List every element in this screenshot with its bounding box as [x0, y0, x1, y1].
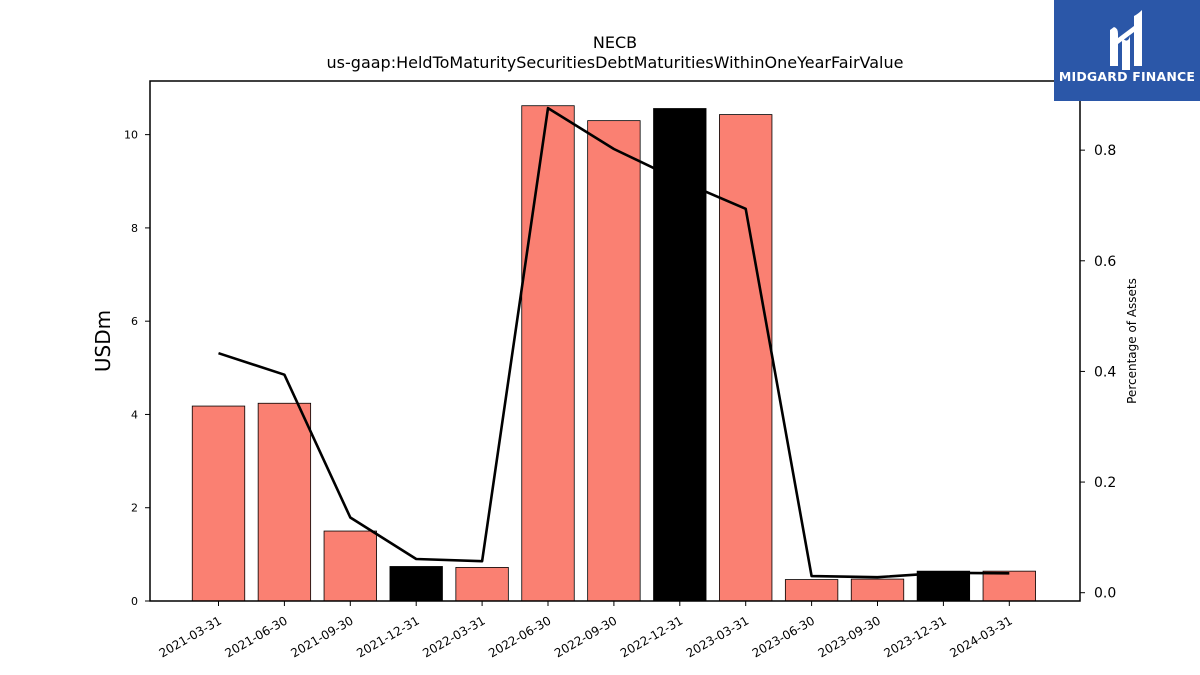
x-tick-label: 2022-09-30: [552, 613, 619, 660]
x-tick-label: 2024-03-31: [947, 613, 1014, 660]
bar: [257, 402, 312, 602]
bar: [389, 566, 443, 602]
x-tick-label: 2021-09-30: [288, 613, 355, 660]
x-tick-label: 2021-06-30: [222, 613, 289, 660]
y2-axis-ticks: 0.0 0.2 0.4 0.6 0.8: [1080, 143, 1116, 602]
bar: [587, 120, 641, 602]
brand-logo: MIDGARD FINANCE: [1054, 0, 1200, 101]
y2-tick-label: 0.4: [1094, 364, 1116, 380]
x-axis-ticks: 2021-03-312021-06-302021-09-302021-12-31…: [157, 601, 1015, 660]
bar: [982, 570, 1036, 602]
bars-group: [191, 105, 1036, 602]
line-group: [218, 106, 1010, 579]
y2-tick-label: 0.0: [1094, 586, 1116, 602]
series-line: [218, 106, 1010, 579]
y-tick-label: 4: [131, 408, 138, 421]
y-tick-label: 2: [131, 502, 138, 515]
x-tick-label: 2021-03-31: [157, 613, 224, 660]
bar: [521, 105, 575, 602]
x-tick-label: 2023-12-31: [881, 613, 948, 660]
x-tick-label: 2022-12-31: [618, 613, 685, 660]
y-tick-label: 8: [131, 222, 138, 235]
y-axis-ticks: 0 2 4 6 8 10: [124, 129, 150, 608]
y-tick-label: 6: [131, 315, 138, 328]
x-tick-label: 2023-09-30: [816, 613, 883, 660]
x-tick-label: 2022-06-30: [486, 613, 553, 660]
logo-text: MIDGARD FINANCE: [1058, 69, 1196, 84]
chart-title: NECB: [593, 33, 637, 52]
bar: [916, 570, 971, 602]
bar: [191, 405, 246, 602]
midgard-logo-icon: [1110, 10, 1142, 70]
bar: [455, 567, 509, 602]
bar: [323, 530, 377, 602]
bar: [653, 108, 707, 602]
y2-axis-label: Percentage of Assets: [1125, 278, 1139, 404]
x-tick-label: 2023-06-30: [750, 613, 817, 660]
x-tick-label: 2023-03-31: [684, 613, 751, 660]
bar: [850, 578, 905, 602]
plot-frame: [149, 80, 1081, 602]
y2-tick-label: 0.6: [1094, 254, 1116, 270]
chart-subtitle: us-gaap:HeldToMaturitySecuritiesDebtMatu…: [327, 53, 904, 72]
y-tick-label: 10: [124, 129, 138, 142]
y2-tick-label: 0.8: [1094, 143, 1116, 159]
bar: [784, 579, 839, 602]
y-tick-label: 0: [131, 595, 138, 608]
y2-tick-label: 0.2: [1094, 475, 1116, 491]
x-tick-label: 2022-03-31: [420, 613, 487, 660]
y-axis-label: USDm: [91, 310, 115, 372]
bar: [719, 114, 773, 602]
x-tick-label: 2021-12-31: [354, 613, 421, 660]
